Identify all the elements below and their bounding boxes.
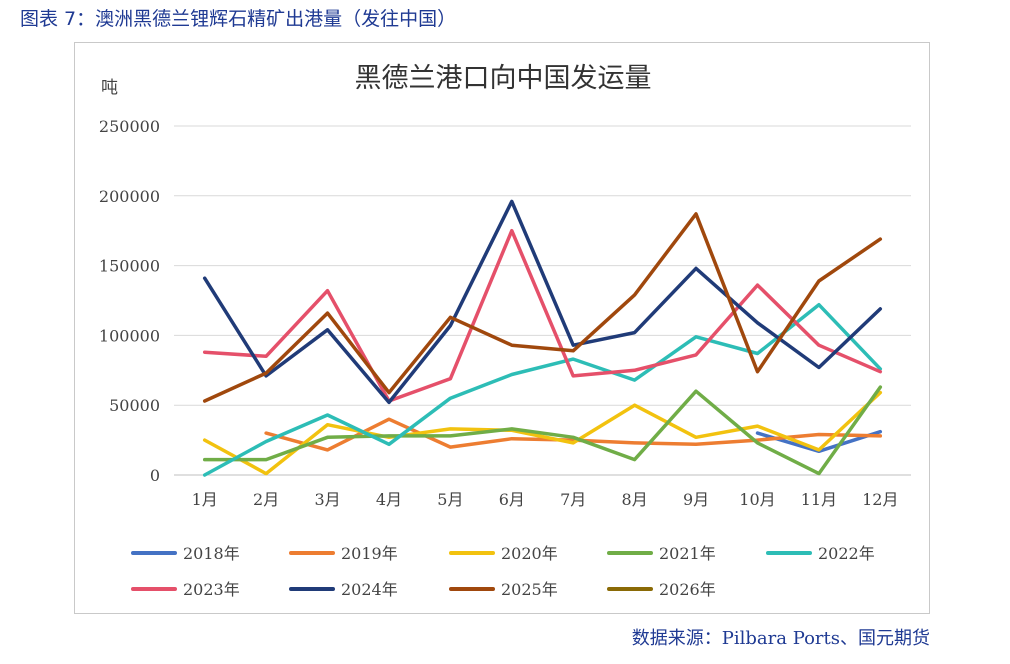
legend-label: 2021年	[659, 544, 716, 563]
legend: 2018年 2019年 2020年 2021年 2022年 2023年 2024年 2025年…	[131, 544, 875, 599]
line-chart: 黑德兰港口向中国发运量 吨 0 50000 100000 150000 200000 25…	[99, 63, 911, 599]
legend-label: 2019年	[341, 544, 398, 563]
series-line	[202, 302, 883, 477]
source-note: 数据来源：Pilbara Ports、国元期货	[631, 628, 930, 649]
x-tick-label: 8月	[622, 490, 648, 509]
x-tick-label: 2月	[253, 490, 279, 509]
series-line	[202, 199, 883, 405]
x-tick-label: 3月	[314, 490, 340, 509]
figure-caption: 图表 7：澳洲黑德兰锂辉石精矿出港量（发往中国）	[20, 8, 457, 30]
x-axis-ticks: 1月 2月 3月 4月 5月 6月 7月 8月 9月 10月 11月 12月	[192, 490, 899, 509]
legend-label: 2022年	[818, 544, 875, 563]
y-axis-unit-label: 吨	[101, 78, 118, 98]
y-tick-label: 200000	[99, 187, 160, 206]
x-tick-label: 10月	[739, 490, 775, 509]
gridlines	[174, 125, 911, 476]
legend-label: 2026年	[659, 580, 716, 599]
series-line	[264, 417, 883, 452]
series-line	[202, 390, 883, 476]
series-lines	[202, 199, 883, 477]
x-tick-label: 6月	[499, 490, 525, 509]
series-line	[202, 212, 883, 403]
series-line	[202, 385, 883, 476]
y-axis-ticks: 0 50000 100000 150000 200000 250000	[99, 117, 160, 485]
legend-label: 2024年	[341, 580, 398, 599]
legend-label: 2018年	[183, 544, 240, 563]
series-line	[202, 228, 883, 403]
y-tick-label: 50000	[109, 396, 160, 415]
chart-container: 黑德兰港口向中国发运量 吨 0 50000 100000 150000 200000 25…	[74, 42, 930, 614]
chart-title: 黑德兰港口向中国发运量	[355, 63, 652, 94]
legend-label: 2020年	[501, 544, 558, 563]
x-tick-label: 7月	[560, 490, 586, 509]
x-tick-label: 5月	[437, 490, 463, 509]
y-tick-label: 0	[150, 466, 160, 485]
x-tick-label: 9月	[683, 490, 709, 509]
y-tick-label: 150000	[99, 257, 160, 276]
x-tick-label: 12月	[862, 490, 898, 509]
x-tick-label: 11月	[801, 490, 837, 509]
y-tick-label: 100000	[99, 326, 160, 345]
y-tick-label: 250000	[99, 117, 160, 136]
legend-label: 2025年	[501, 580, 558, 599]
legend-label: 2023年	[183, 580, 240, 599]
x-tick-label: 4月	[376, 490, 402, 509]
x-tick-label: 1月	[192, 490, 218, 509]
